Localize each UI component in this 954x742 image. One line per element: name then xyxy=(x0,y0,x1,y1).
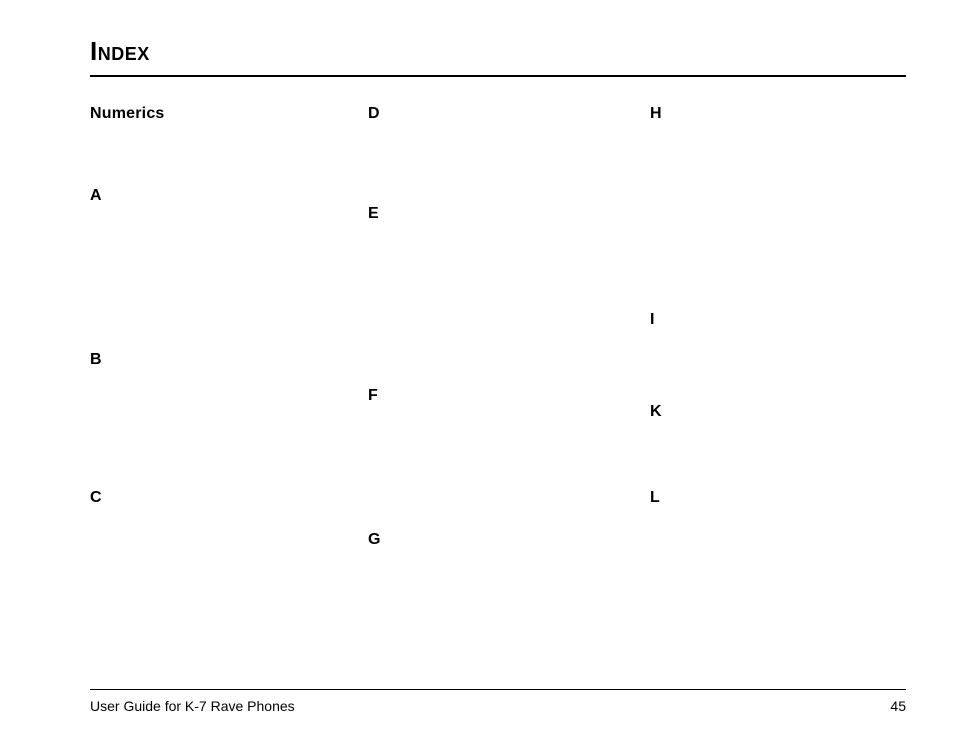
footer-rule xyxy=(90,689,906,690)
section-head-f: F xyxy=(368,387,378,405)
page-title: Index xyxy=(90,36,906,73)
index-body: Numerics A B C D E F G H I K L xyxy=(90,105,906,645)
section-head-h: H xyxy=(650,105,662,123)
section-head-d: D xyxy=(368,105,380,123)
section-head-g: G xyxy=(368,531,381,549)
section-head-numerics: Numerics xyxy=(90,105,165,123)
section-head-e: E xyxy=(368,205,379,223)
page-footer: User Guide for K-7 Rave Phones 45 xyxy=(90,698,906,714)
section-head-c: C xyxy=(90,489,102,507)
section-head-i: I xyxy=(650,311,655,329)
section-head-a: A xyxy=(90,187,102,205)
section-head-k: K xyxy=(650,403,662,421)
title-rule xyxy=(90,75,906,77)
section-head-b: B xyxy=(90,351,102,369)
section-head-l: L xyxy=(650,489,660,507)
page: Index Numerics A B C D E F G H I K L xyxy=(90,36,906,712)
footer-left-text: User Guide for K-7 Rave Phones xyxy=(90,698,295,714)
footer-page-number: 45 xyxy=(890,698,906,714)
